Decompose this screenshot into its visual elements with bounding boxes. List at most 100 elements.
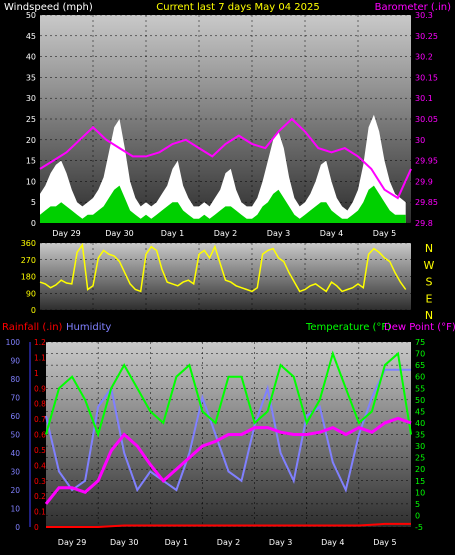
day-label: Day 30 (110, 538, 139, 547)
humidity-tick-label: 30 (10, 468, 20, 477)
temperature-tick-label: 45 (415, 407, 425, 416)
humidity-line (45, 368, 411, 494)
wind-tick-label: 50 (26, 11, 36, 20)
barometer-tick-label: 30.05 (415, 115, 438, 124)
rainfall-tick-label: 0 (34, 523, 39, 532)
temperature-tick-label: 30 (415, 442, 425, 451)
wind-tick-label: 5 (31, 198, 36, 207)
wind-average-area (40, 185, 406, 223)
compass-label: S (426, 276, 433, 289)
direction-degrees-axis: 0 90 180 270 360 (21, 239, 36, 315)
day-label: Day 3 (267, 229, 290, 238)
day-label: Day 30 (105, 229, 134, 238)
rainfall-tick-label: 0.3 (34, 477, 46, 486)
wind-tick-label: 45 (26, 32, 36, 41)
day-label: Day 3 (269, 538, 292, 547)
humidity-tick-label: 60 (10, 412, 20, 421)
barometer-tick-label: 30.3 (415, 11, 433, 20)
day-label: Day 2 (214, 229, 237, 238)
wind-speed-axis: 0 5 10 15 20 25 30 35 40 45 50 (26, 11, 36, 228)
humidity-axis: 0 10 20 30 40 50 60 70 80 90 100 (6, 338, 21, 532)
humidity-tick-label: 0 (15, 523, 20, 532)
humidity-tick-label: 10 (10, 505, 20, 514)
temperature-tick-label: 50 (415, 396, 425, 405)
rainfall-tick-label: 0.8 (34, 400, 46, 409)
barometer-tick-label: 29.85 (415, 198, 438, 207)
temperature-tick-label: 60 (415, 373, 425, 382)
direction-grid (40, 242, 411, 311)
day-label: Day 1 (161, 229, 184, 238)
temperature-tick-label: 40 (415, 419, 425, 428)
rainfall-tick-label: 0.9 (34, 384, 46, 393)
temperature-tick-label: 65 (415, 361, 425, 370)
direction-tick-label: 270 (21, 256, 36, 265)
rainfall-tick-label: 0.2 (34, 492, 46, 501)
wind-tick-label: 30 (26, 94, 36, 103)
compass-label: E (426, 292, 433, 305)
barometer-tick-label: 30 (415, 136, 425, 145)
direction-tick-label: 90 (26, 289, 36, 298)
humidity-tick-label: 70 (10, 394, 20, 403)
wind-tick-label: 20 (26, 136, 36, 145)
dewpoint-legend: Dew Point (°F) (384, 322, 455, 333)
barometer-line (39, 117, 412, 200)
wind-gust-area (40, 114, 406, 223)
wind-tick-label: 10 (26, 177, 36, 186)
humidity-tick-label: 40 (10, 449, 20, 458)
rainfall-tick-label: 0.6 (34, 431, 46, 440)
barometer-tick-label: 29.9 (415, 177, 433, 186)
barometer-axis-title: Barometer (.in) (375, 2, 451, 13)
day-label: Day 29 (52, 229, 81, 238)
temperature-tick-label: 75 (415, 338, 425, 347)
direction-tick-label: 360 (21, 239, 36, 248)
temperature-line (45, 350, 412, 438)
humidity-tick-label: 20 (10, 486, 20, 495)
compass-label: N (425, 242, 433, 255)
day-label: Day 1 (165, 538, 188, 547)
rainfall-line (46, 522, 411, 528)
climate-day-axis: Day 29 Day 30 Day 1 Day 2 Day 3 Day 4 Day 5 (58, 538, 397, 547)
humidity-tick-label: 50 (10, 431, 20, 440)
temperature-tick-label: 5 (415, 500, 420, 509)
day-label: Day 4 (320, 229, 343, 238)
temperature-tick-label: 25 (415, 454, 425, 463)
compass-label: W (424, 259, 435, 272)
dewpoint-line (44, 416, 412, 505)
rainfall-tick-label: 0.7 (34, 415, 46, 424)
chart-title: Current last 7 days May 04 2025 (156, 2, 319, 13)
wind-tick-label: 35 (26, 73, 36, 82)
temperature-tick-label: 70 (415, 350, 425, 359)
humidity-legend: Humidity (66, 322, 111, 333)
humidity-tick-label: 100 (6, 338, 21, 347)
rainfall-tick-label: 1.1 (34, 353, 46, 362)
day-label: Day 29 (58, 538, 87, 547)
barometer-axis: 29.8 29.85 29.9 29.95 30 30.05 30.1 30.15 30.2 30… (415, 11, 438, 228)
wind-tick-label: 25 (26, 115, 36, 124)
day-label: Day 5 (373, 538, 396, 547)
compass-label: N (425, 309, 433, 322)
temperature-tick-label: -5 (415, 523, 423, 532)
barometer-tick-label: 29.95 (415, 157, 438, 166)
temperature-tick-label: 35 (415, 431, 425, 440)
day-label: Day 2 (217, 538, 240, 547)
wind-day-axis: Day 29 Day 30 Day 1 Day 2 Day 3 Day 4 Day 5 (52, 229, 396, 238)
barometer-tick-label: 30.25 (415, 32, 438, 41)
direction-tick-label: 180 (21, 273, 36, 282)
barometer-tick-label: 30.2 (415, 53, 433, 62)
temperature-axis: -5 0 5 10 15 20 25 30 35 40 45 50 55 60 65 70 75 (415, 338, 425, 532)
wind-tick-label: 0 (31, 219, 36, 228)
rainfall-tick-label: 0.5 (34, 446, 46, 455)
day-label: Day 4 (321, 538, 344, 547)
barometer-tick-label: 30.15 (415, 73, 438, 82)
barometer-tick-label: 30.1 (415, 94, 433, 103)
rainfall-tick-label: 1.2 (34, 338, 46, 347)
humidity-tick-label: 90 (10, 357, 20, 366)
wind-direction-trace (39, 242, 407, 293)
temperature-tick-label: 20 (415, 465, 425, 474)
wind-tick-label: 15 (26, 157, 36, 166)
humidity-tick-label: 80 (10, 375, 20, 384)
rainfall-tick-label: 1 (34, 369, 39, 378)
wind-tick-label: 40 (26, 53, 36, 62)
